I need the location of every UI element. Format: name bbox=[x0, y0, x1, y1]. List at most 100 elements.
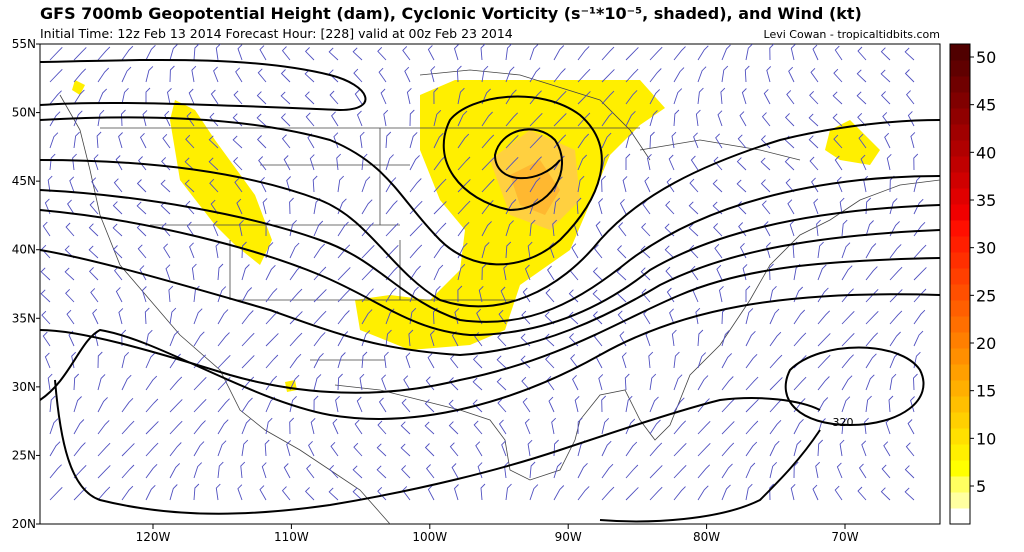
colorbar-bin bbox=[950, 364, 970, 381]
latitude-label: 30N bbox=[12, 380, 36, 394]
wind-barb bbox=[697, 420, 711, 435]
wind-barb bbox=[713, 223, 723, 237]
wind-barb bbox=[209, 112, 219, 127]
wind-barb bbox=[186, 111, 195, 127]
latitude-label: 40N bbox=[12, 243, 36, 257]
wind-barb bbox=[427, 485, 435, 501]
wind-barb bbox=[595, 221, 603, 237]
wind-barb bbox=[169, 376, 183, 391]
wind-barb bbox=[857, 112, 867, 127]
wind-barb bbox=[73, 131, 80, 149]
wind-barb bbox=[42, 331, 51, 347]
wind-barb bbox=[49, 486, 63, 501]
subtitle: Initial Time: 12z Feb 13 2014 Forecast H… bbox=[40, 26, 513, 41]
wind-barb bbox=[236, 198, 243, 215]
wind-barb bbox=[241, 439, 249, 457]
wind-barb bbox=[352, 465, 363, 479]
wind-barb bbox=[337, 221, 349, 237]
wind-barb bbox=[376, 465, 387, 479]
wind-barb bbox=[521, 376, 531, 391]
wind-barb bbox=[907, 111, 915, 127]
wind-barb bbox=[376, 443, 387, 457]
wind-barb bbox=[139, 265, 147, 281]
wind-barb bbox=[217, 332, 230, 347]
wind-barb bbox=[67, 199, 75, 215]
wind-barb bbox=[789, 220, 795, 237]
wind-barb bbox=[649, 110, 658, 127]
wind-barb bbox=[745, 376, 759, 391]
wind-barb bbox=[913, 309, 926, 325]
wind-barb bbox=[189, 242, 195, 259]
wind-barb bbox=[480, 483, 486, 501]
colorbar-label: 40 bbox=[976, 143, 996, 162]
wind-barb bbox=[736, 157, 747, 171]
wind-barb bbox=[913, 267, 927, 281]
wind-barb bbox=[217, 398, 230, 413]
wind-barb bbox=[886, 153, 892, 171]
wind-barb bbox=[142, 110, 148, 127]
wind-barb bbox=[426, 464, 435, 479]
wind-barb bbox=[481, 221, 492, 237]
wind-barb bbox=[649, 68, 662, 83]
wind-barb bbox=[721, 353, 733, 369]
wind-barb bbox=[505, 134, 519, 149]
wind-barb bbox=[529, 112, 543, 127]
wind-barb bbox=[721, 65, 729, 83]
wind-barb bbox=[457, 179, 471, 193]
colorbar-label: 5 bbox=[976, 477, 986, 496]
wind-barb bbox=[647, 153, 652, 171]
wind-barb bbox=[865, 266, 878, 281]
wind-barb bbox=[73, 373, 80, 391]
wind-barb bbox=[505, 66, 515, 83]
wind-barb bbox=[403, 375, 411, 391]
wind-barb bbox=[761, 200, 771, 215]
colorbar-bin bbox=[950, 412, 970, 429]
wind-barb bbox=[812, 44, 819, 61]
wind-barb bbox=[215, 44, 221, 61]
wind-barb bbox=[760, 179, 771, 193]
height-contours bbox=[40, 58, 940, 523]
wind-barb bbox=[97, 374, 106, 391]
colorbar-bin bbox=[950, 332, 970, 349]
wind-barb bbox=[836, 462, 843, 479]
wind-barb bbox=[208, 157, 219, 171]
wind-barb bbox=[763, 221, 771, 237]
wind-barb bbox=[688, 223, 699, 237]
wind-barb bbox=[352, 487, 363, 501]
colorbar-bin bbox=[950, 348, 970, 365]
wind-barb bbox=[112, 223, 123, 237]
wind-barb bbox=[383, 109, 389, 127]
wind-barb bbox=[265, 375, 278, 391]
colorbar-bin bbox=[950, 508, 970, 525]
wind-barb bbox=[577, 417, 583, 435]
wind-barb bbox=[193, 331, 205, 347]
wind-barb bbox=[552, 219, 558, 237]
wind-barb bbox=[49, 68, 63, 83]
wind-barb bbox=[880, 47, 891, 61]
wind-barb bbox=[241, 310, 254, 325]
wind-barb bbox=[811, 177, 819, 193]
wind-barb bbox=[433, 155, 446, 171]
wind-barb bbox=[592, 311, 603, 325]
wind-barb bbox=[551, 417, 557, 435]
wind-barb bbox=[113, 178, 123, 193]
map: 320 55N 50N 45N 40N 35N 30N 25N 20N 120W 110W 100… bbox=[12, 37, 941, 544]
wind-barb bbox=[601, 132, 612, 149]
wind-barb bbox=[553, 155, 565, 171]
wind-barb bbox=[256, 113, 267, 127]
wind-barb bbox=[265, 264, 276, 281]
wind-barb bbox=[313, 220, 324, 237]
wind-barb bbox=[256, 91, 267, 105]
colorbar-label: 25 bbox=[976, 286, 996, 305]
wind-barb bbox=[697, 66, 707, 83]
wind-barb bbox=[212, 220, 219, 237]
wind-barb bbox=[817, 439, 824, 457]
wind-barb bbox=[409, 200, 423, 215]
wind-barb bbox=[281, 46, 291, 61]
wind-barb bbox=[883, 441, 891, 457]
wind-barb bbox=[97, 442, 111, 457]
wind-barb bbox=[193, 483, 200, 501]
wind-barb bbox=[241, 287, 253, 303]
wind-barb bbox=[121, 45, 134, 61]
wind-barb bbox=[553, 485, 565, 501]
